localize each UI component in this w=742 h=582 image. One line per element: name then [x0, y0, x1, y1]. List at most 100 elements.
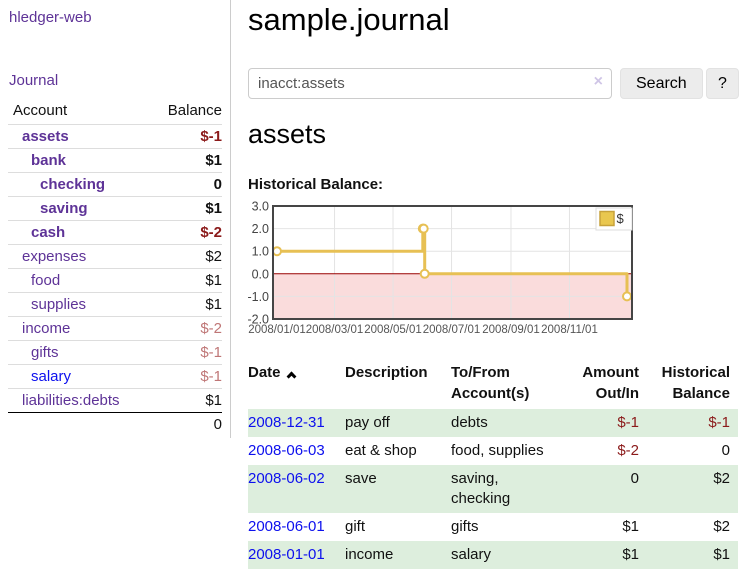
- chart-border: [272, 205, 633, 320]
- register-header-date-label: Date: [248, 364, 281, 381]
- sidebar-account-link[interactable]: food: [31, 272, 61, 289]
- chart-ytick-label: 1.0: [252, 245, 269, 259]
- account-balance: $1: [147, 292, 222, 317]
- sidebar-account-link[interactable]: gifts: [31, 344, 59, 361]
- register-row: 2008-06-02 save saving, checking 0 $2: [248, 465, 738, 513]
- register-cell-date: 2008-12-31: [248, 409, 345, 437]
- accounts-header-balance: Balance: [167, 102, 222, 119]
- sidebar-account-link[interactable]: salary: [31, 368, 72, 385]
- register-row: 2008-12-31 pay off debts $-1 $-1: [248, 409, 738, 437]
- accounts-total-spacer: [8, 412, 148, 436]
- chart-point-marker: [272, 246, 282, 257]
- account-heading: assets: [248, 119, 327, 149]
- chart-xtick-label: 2008/05/01: [364, 324, 422, 336]
- register-cell-accounts: gifts: [451, 518, 479, 535]
- account-row: bank $1: [8, 148, 222, 173]
- chart-ytick-label: 2.0: [252, 222, 269, 236]
- account-balance: $-1: [147, 124, 222, 149]
- account-balance: $-1: [147, 340, 222, 365]
- search-form: × Search ?: [248, 68, 742, 99]
- chart-ytick-label: 3.0: [252, 200, 269, 214]
- help-button[interactable]: ?: [706, 68, 739, 99]
- register-cell-date: 2008-06-02: [248, 465, 345, 513]
- sidebar-account-link[interactable]: expenses: [22, 248, 87, 265]
- register-header-description: Description: [345, 364, 428, 381]
- register-row: 2008-06-01 gift gifts $1 $2: [248, 513, 738, 541]
- account-row: supplies $1: [8, 292, 222, 317]
- register-cell-accounts: saving, checking: [451, 470, 511, 507]
- accounts-header-account: Account: [13, 102, 68, 119]
- account-balance: 0: [147, 172, 222, 197]
- register-header-date[interactable]: Date: [248, 359, 345, 409]
- chart-xtick-label: 2008/09/01: [482, 324, 540, 336]
- register-header-accounts: To/From Account(s): [451, 364, 530, 402]
- register-header-balance: Historical Balance: [661, 364, 730, 402]
- register-cell-description: eat & shop: [345, 442, 417, 459]
- register-cell-accounts: food, supplies: [451, 442, 544, 459]
- chart-ytick-label: 0.0: [252, 267, 269, 281]
- account-row: expenses $2: [8, 244, 222, 269]
- chart-point-marker: [419, 268, 430, 279]
- chart-point-marker: [622, 291, 632, 302]
- transaction-date-link[interactable]: 2008-06-01: [248, 518, 325, 535]
- register-cell-date: 2008-06-03: [248, 437, 345, 465]
- account-row: gifts $-1: [8, 340, 222, 365]
- search-input[interactable]: [248, 68, 612, 99]
- sidebar-account-link[interactable]: supplies: [31, 296, 87, 313]
- sidebar-account-link[interactable]: liabilities:debts: [22, 392, 120, 409]
- chart-ytick-label: -1.0: [248, 290, 269, 304]
- clear-search-icon[interactable]: ×: [593, 73, 603, 90]
- main-content: sample.journal × Search ? assets Histori…: [247, 0, 742, 582]
- account-balance: $1: [147, 196, 222, 221]
- account-row: saving $1: [8, 196, 222, 221]
- chart-xtick-label: 2008/11/01: [541, 324, 598, 336]
- chart-xtick-label: 2008/07/01: [423, 324, 481, 336]
- sidebar-account-link[interactable]: saving: [40, 200, 88, 217]
- register-cell-accounts: salary: [451, 546, 492, 563]
- app-title-link[interactable]: hledger-web: [9, 9, 92, 26]
- chart-legend-swatch: [599, 210, 615, 227]
- balance-chart[interactable]: $3.0 2.0 1.0 0.0 -1.0 -2.0 2008/01/01 2008/03/0…: [247, 199, 642, 351]
- register-cell-description: gift: [345, 518, 366, 535]
- register-cell-amount: $-2: [617, 442, 639, 459]
- accounts-tbody: assets $-1 bank $1 checking 0 saving $1 cash $-2 e…: [8, 124, 222, 413]
- register-row: 2008-06-03 eat & shop food, supplies $-2 0: [248, 437, 738, 465]
- register-cell-description: income: [345, 546, 394, 563]
- account-balance: $-1: [147, 364, 222, 389]
- transaction-date-link[interactable]: 2008-01-01: [248, 546, 325, 563]
- register-header-row: Date Description To/From Account(s) Amou…: [248, 359, 738, 409]
- transaction-date-link[interactable]: 2008-12-31: [248, 414, 325, 431]
- search-button[interactable]: Search: [620, 68, 703, 99]
- account-balance: $1: [147, 388, 222, 413]
- transaction-date-link[interactable]: 2008-06-02: [248, 470, 325, 487]
- page-title: sample.journal: [248, 2, 450, 37]
- chart-xtick-label: 2008/03/01: [306, 324, 364, 336]
- account-row: income $-2: [8, 316, 222, 341]
- register-cell-amount: 0: [630, 470, 639, 487]
- account-row: salary $-1: [8, 364, 222, 389]
- sidebar-item-journal[interactable]: Journal: [9, 72, 59, 89]
- chart-legend-label: $: [617, 211, 625, 226]
- sidebar-account-link[interactable]: income: [22, 320, 71, 337]
- account-balance: $2: [147, 244, 222, 269]
- transaction-date-link[interactable]: 2008-06-03: [248, 442, 325, 459]
- chart-ytick-label: -2.0: [248, 313, 269, 327]
- accounts-table: Account Balance assets $-1 bank $1 checking 0…: [8, 100, 222, 436]
- register-cell-balance: $-1: [708, 414, 730, 431]
- register-cell-balance: $2: [713, 518, 730, 535]
- chart-xtick-label: 2008/01/01: [248, 324, 306, 336]
- sidebar-account-link[interactable]: checking: [40, 176, 106, 193]
- account-row: cash $-2: [8, 220, 222, 245]
- register-row: 2008-01-01 income salary $1 $1: [248, 541, 738, 569]
- register-cell-amount: $-1: [617, 414, 639, 431]
- register-cell-date: 2008-06-01: [248, 513, 345, 541]
- sidebar-account-link[interactable]: bank: [31, 152, 67, 169]
- account-row: food $1: [8, 268, 222, 293]
- sidebar: hledger-web Journal Account Balance asse…: [0, 0, 229, 438]
- register-tbody: 2008-12-31 pay off debts $-1 $-1 2008-06-03 ea…: [248, 409, 738, 569]
- chart-label: Historical Balance:: [248, 176, 384, 193]
- sidebar-account-link[interactable]: cash: [31, 224, 66, 241]
- sidebar-divider: [230, 0, 231, 438]
- sidebar-account-link[interactable]: assets: [22, 128, 69, 145]
